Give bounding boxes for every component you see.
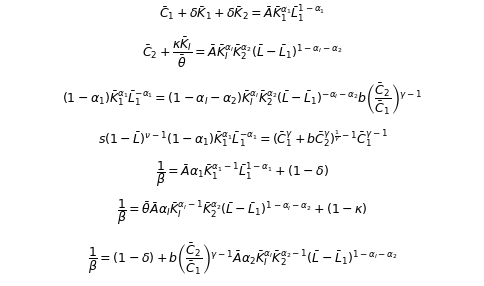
Text: $\bar{C}_2 + \dfrac{\kappa\bar{K}_I}{\bar{\theta}} = \bar{A}\bar{K}_I^{\alpha_I}: $\bar{C}_2 + \dfrac{\kappa\bar{K}_I}{\ba… xyxy=(142,36,342,70)
Text: $\dfrac{1}{\beta} = \bar{A}\alpha_1\bar{K}_1^{\alpha_1-1}\bar{L}_1^{1-\alpha_1} : $\dfrac{1}{\beta} = \bar{A}\alpha_1\bar{… xyxy=(156,159,328,189)
Text: $\dfrac{1}{\beta} = (1-\delta) + b\left(\dfrac{\bar{C}_2}{\bar{C}_1}\right)^{\ga: $\dfrac{1}{\beta} = (1-\delta) + b\left(… xyxy=(87,242,397,277)
Text: $\bar{C}_1 + \delta\bar{K}_1 + \delta\bar{K}_2 = \bar{A}\bar{K}_1^{\alpha_1}\bar: $\bar{C}_1 + \delta\bar{K}_1 + \delta\ba… xyxy=(159,4,325,25)
Text: $s\left(1-\bar{L}\right)^{\nu-1}(1-\alpha_1)\bar{K}_1^{\alpha_1}\bar{L}_1^{-\alp: $s\left(1-\bar{L}\right)^{\nu-1}(1-\alph… xyxy=(97,128,387,150)
Text: $\dfrac{1}{\beta} = \bar{\theta}\bar{A}\alpha_I\bar{K}_I^{\alpha_I-1}\bar{K}_2^{: $\dfrac{1}{\beta} = \bar{\theta}\bar{A}\… xyxy=(117,198,367,227)
Text: $(1-\alpha_1)\bar{K}_1^{\alpha_1}\bar{L}_1^{-\alpha_1} = (1-\alpha_I-\alpha_2)\b: $(1-\alpha_1)\bar{K}_1^{\alpha_1}\bar{L}… xyxy=(62,82,422,117)
